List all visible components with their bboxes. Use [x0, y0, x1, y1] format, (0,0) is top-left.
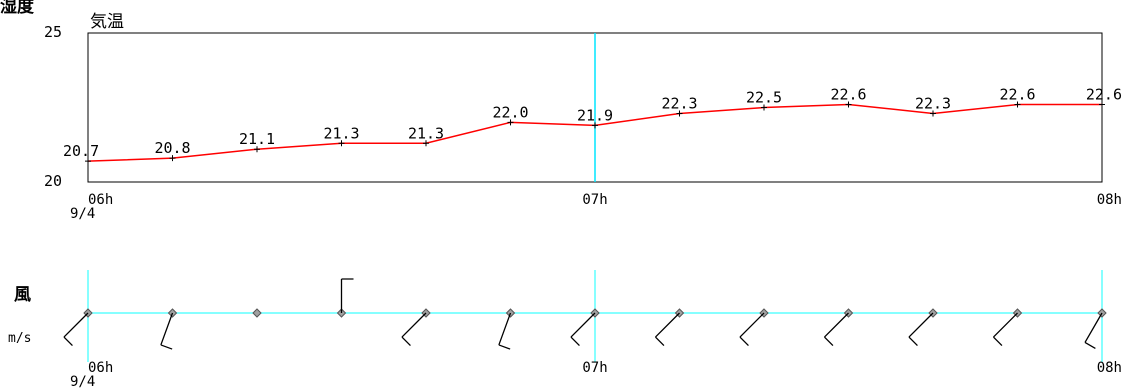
temperature-point	[254, 146, 260, 153]
wind-unit-label: m/s	[8, 331, 32, 346]
temperature-point	[169, 155, 176, 162]
temperature-data-label: 22.5	[746, 89, 782, 107]
temperature-label: 気温	[90, 12, 124, 32]
temperature-data-label: 22.6	[1086, 86, 1122, 104]
temperature-data-label: 22.3	[915, 94, 951, 112]
temperature-point	[338, 140, 345, 147]
wind-barb	[340, 278, 354, 313]
temperature-data-label: 20.7	[63, 142, 99, 160]
wind-barb	[823, 312, 849, 346]
temperature-point	[930, 110, 936, 117]
wind-barb	[654, 312, 680, 346]
temperature-data-label: 21.9	[577, 106, 613, 124]
temperature-point	[507, 119, 514, 126]
temperature-point	[592, 122, 598, 129]
temperature-point	[845, 101, 852, 108]
temperature-point	[1014, 101, 1021, 108]
wind-x-date-label: 9/4	[70, 374, 95, 390]
temperature-point	[1099, 101, 1105, 108]
wind-barb	[160, 312, 174, 350]
y-tick-label: 20	[44, 172, 62, 190]
panel-title-fragment: 湿度	[0, 0, 34, 17]
x-tick-label: 08h	[1097, 192, 1122, 208]
wind-barb	[1084, 312, 1103, 350]
wind-barb	[570, 312, 596, 346]
x-tick-label: 07h	[582, 192, 607, 208]
wind-x-tick-label: 08h	[1097, 360, 1122, 376]
temperature-point	[85, 158, 91, 165]
temperature-point	[761, 104, 767, 111]
temperature-data-label: 20.8	[154, 139, 190, 157]
temperature-data-label: 22.0	[492, 103, 528, 121]
temperature-data-label: 22.6	[830, 86, 866, 104]
temperature-data-label: 22.3	[661, 94, 697, 112]
wind-barb	[908, 312, 934, 346]
wind-x-tick-label: 07h	[582, 360, 607, 376]
wind-station-marker	[252, 308, 262, 318]
wind-barb	[63, 312, 89, 346]
wind-x-tick-label: 06h	[88, 360, 113, 376]
temperature-data-label: 22.6	[999, 86, 1035, 104]
wind-label: 風	[14, 285, 31, 305]
temperature-point	[676, 110, 683, 117]
temperature-data-label: 21.1	[239, 130, 275, 148]
wind-barb	[992, 312, 1018, 346]
x-date-label: 9/4	[70, 206, 95, 222]
temperature-point	[423, 140, 429, 147]
wind-barb	[498, 312, 512, 350]
x-tick-label: 06h	[88, 192, 113, 208]
temperature-data-label: 21.3	[323, 124, 359, 142]
wind-barb	[401, 312, 427, 346]
y-tick-label: 25	[44, 23, 62, 41]
temperature-data-label: 21.3	[408, 124, 444, 142]
wind-barb	[739, 312, 765, 346]
